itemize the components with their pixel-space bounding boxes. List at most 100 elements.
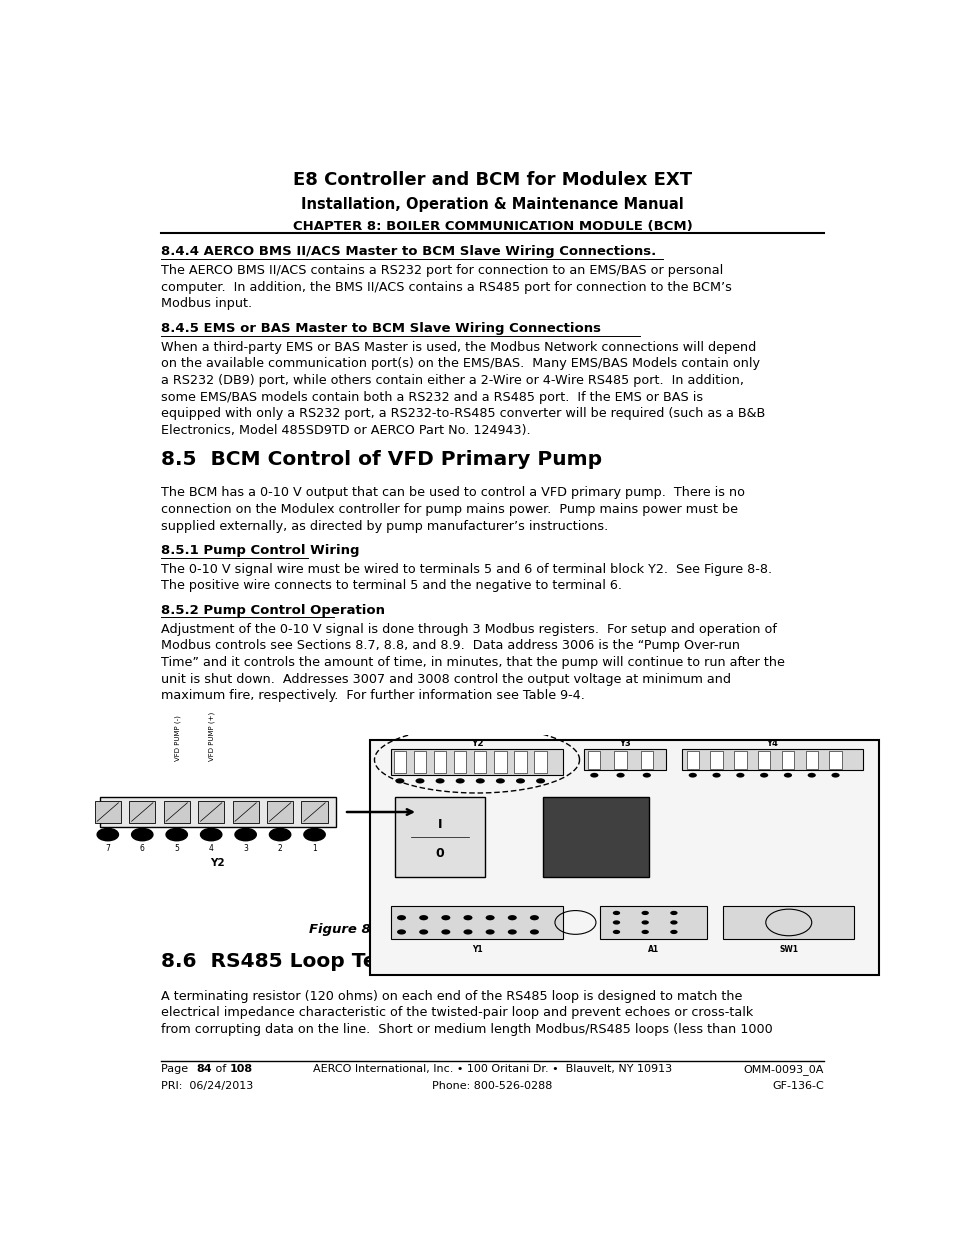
Text: from corrupting data on the line.  Short or medium length Modbus/RS485 loops (le: from corrupting data on the line. Short … (161, 1023, 772, 1036)
Text: The positive wire connects to terminal 5 and the negative to terminal 6.: The positive wire connects to terminal 5… (161, 579, 621, 593)
Text: Y2: Y2 (211, 858, 225, 868)
Bar (99, 797, 335, 827)
Circle shape (640, 911, 648, 915)
Bar (583, 750, 665, 771)
Circle shape (736, 773, 743, 778)
Circle shape (496, 778, 504, 783)
Circle shape (418, 929, 428, 935)
Circle shape (536, 778, 544, 783)
Text: Adjustment of the 0-10 V signal is done through 3 Modbus registers.  For setup a: Adjustment of the 0-10 V signal is done … (161, 622, 777, 636)
Text: The 0-10 V signal wire must be wired to terminals 5 and 6 of terminal block Y2. : The 0-10 V signal wire must be wired to … (161, 563, 772, 576)
Bar (454, 751, 466, 773)
Bar (301, 802, 327, 823)
Circle shape (670, 930, 677, 934)
Bar (758, 751, 769, 768)
Bar (129, 802, 155, 823)
Circle shape (395, 778, 404, 783)
Bar (640, 751, 652, 768)
Text: AERCO International, Inc. • 100 Oritani Dr. •  Blauvelt, NY 10913: AERCO International, Inc. • 100 Oritani … (313, 1065, 672, 1074)
Bar (474, 751, 486, 773)
Circle shape (670, 920, 677, 925)
Circle shape (234, 829, 256, 841)
Text: 8.6  RS485 Loop Termination Resistors and Bias: 8.6 RS485 Loop Termination Resistors and… (161, 952, 704, 971)
Text: 2: 2 (277, 845, 282, 853)
Text: electrical impedance characteristic of the twisted-pair loop and prevent echoes : electrical impedance characteristic of t… (161, 1007, 753, 1019)
Circle shape (760, 773, 767, 778)
Bar (534, 751, 546, 773)
Bar (94, 802, 121, 823)
Circle shape (807, 773, 815, 778)
Text: 1: 1 (312, 845, 316, 853)
Bar (233, 802, 258, 823)
Circle shape (436, 778, 444, 783)
Text: 8.5.1 Pump Control Wiring: 8.5.1 Pump Control Wiring (161, 543, 359, 557)
Text: Y3: Y3 (618, 739, 630, 748)
Text: 8.5.2 Pump Control Operation: 8.5.2 Pump Control Operation (161, 604, 385, 616)
Bar (394, 751, 406, 773)
Bar (781, 751, 793, 768)
Bar (434, 751, 446, 773)
Circle shape (269, 829, 291, 841)
Text: A terminating resistor (120 ohms) on each end of the RS485 loop is designed to m: A terminating resistor (120 ohms) on eac… (161, 989, 742, 1003)
Circle shape (688, 773, 696, 778)
Text: GF-136-C: GF-136-C (771, 1081, 823, 1091)
Bar (828, 751, 841, 768)
Bar (391, 750, 562, 776)
Text: CHAPTER 8: BOILER COMMUNICATION MODULE (BCM): CHAPTER 8: BOILER COMMUNICATION MODULE (… (293, 221, 692, 233)
Circle shape (415, 778, 424, 783)
Bar (198, 802, 224, 823)
Circle shape (476, 778, 484, 783)
Text: 6: 6 (140, 845, 145, 853)
Circle shape (529, 915, 538, 920)
Text: 0: 0 (436, 847, 444, 860)
Circle shape (712, 773, 720, 778)
Text: Time” and it controls the amount of time, in minutes, that the pump will continu: Time” and it controls the amount of time… (161, 656, 784, 669)
Circle shape (485, 915, 494, 920)
Circle shape (507, 929, 517, 935)
Circle shape (640, 930, 648, 934)
Bar (494, 751, 506, 773)
Bar (395, 797, 485, 877)
Circle shape (612, 920, 619, 925)
Text: PRI:  06/24/2013: PRI: 06/24/2013 (161, 1081, 253, 1091)
Text: 3: 3 (243, 845, 248, 853)
Circle shape (783, 773, 791, 778)
Circle shape (831, 773, 839, 778)
Text: VFD PUMP (-): VFD PUMP (-) (174, 715, 181, 761)
Text: computer.  In addition, the BMS II/ACS contains a RS485 port for connection to t: computer. In addition, the BMS II/ACS co… (161, 280, 732, 294)
Text: 8.4.5 EMS or BAS Master to BCM Slave Wiring Connections: 8.4.5 EMS or BAS Master to BCM Slave Wir… (161, 322, 600, 335)
Bar (804, 751, 817, 768)
Circle shape (304, 829, 325, 841)
Text: supplied externally, as directed by pump manufacturer’s instructions.: supplied externally, as directed by pump… (161, 520, 608, 532)
Text: E8 Controller and BCM for Modulex EXT: E8 Controller and BCM for Modulex EXT (293, 170, 692, 189)
Text: The AERCO BMS II/ACS contains a RS232 port for connection to an EMS/BAS or perso: The AERCO BMS II/ACS contains a RS232 po… (161, 264, 723, 277)
Circle shape (463, 929, 472, 935)
Text: 8.4.4 AERCO BMS II/ACS Master to BCM Slave Wiring Connections.: 8.4.4 AERCO BMS II/ACS Master to BCM Sla… (161, 246, 656, 258)
Circle shape (441, 929, 450, 935)
Text: on the available communication port(s) on the EMS/BAS.  Many EMS/BAS Models cont: on the available communication port(s) o… (161, 357, 760, 370)
Bar (686, 751, 699, 768)
Bar (734, 751, 746, 768)
Bar (267, 802, 293, 823)
Circle shape (97, 829, 118, 841)
Circle shape (612, 911, 619, 915)
Text: 8.5  BCM Control of VFD Primary Pump: 8.5 BCM Control of VFD Primary Pump (161, 450, 602, 469)
Circle shape (418, 915, 428, 920)
Bar (163, 802, 190, 823)
Text: Modbus controls see Sections 8.7, 8.8, and 8.9.  Data address 3006 is the “Pump : Modbus controls see Sections 8.7, 8.8, a… (161, 640, 740, 652)
Circle shape (456, 778, 464, 783)
Text: connection on the Modulex controller for pump mains power.  Pump mains power mus: connection on the Modulex controller for… (161, 503, 738, 516)
Circle shape (485, 929, 494, 935)
Circle shape (200, 829, 222, 841)
Text: Modbus input.: Modbus input. (161, 298, 253, 310)
Text: 7: 7 (105, 845, 111, 853)
Circle shape (463, 915, 472, 920)
Bar (514, 751, 526, 773)
Text: equipped with only a RS232 port, a RS232-to-RS485 converter will be required (su: equipped with only a RS232 port, a RS232… (161, 408, 765, 420)
Text: Phone: 800-526-0288: Phone: 800-526-0288 (432, 1081, 552, 1091)
Circle shape (507, 915, 517, 920)
Text: some EMS/BAS models contain both a RS232 and a RS485 port.  If the EMS or BAS is: some EMS/BAS models contain both a RS232… (161, 390, 702, 404)
Bar (588, 751, 599, 768)
Bar (542, 797, 649, 877)
Circle shape (529, 929, 538, 935)
